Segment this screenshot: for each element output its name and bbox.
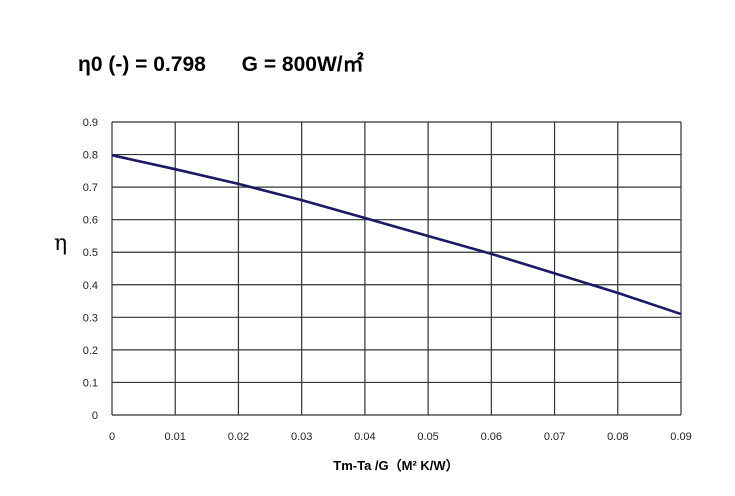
y-tick-label: 0.9 — [83, 117, 98, 129]
y-tick-label: 0.3 — [83, 312, 98, 324]
y-tick-label: 0 — [92, 410, 98, 422]
x-tick-label: 0.04 — [354, 431, 375, 443]
x-tick-label: 0.06 — [481, 431, 502, 443]
x-tick-label: 0.05 — [417, 431, 438, 443]
y-axis-label: η — [54, 231, 67, 256]
y-tick-label: 0.2 — [83, 345, 98, 357]
y-tick-label: 0.6 — [83, 215, 98, 227]
y-tick-label: 0.5 — [83, 247, 98, 259]
y-tick-label: 0.1 — [83, 377, 98, 389]
y-tick-label: 0.7 — [83, 182, 98, 194]
x-tick-label: 0.08 — [607, 431, 628, 443]
x-tick-label: 0.09 — [670, 431, 691, 443]
efficiency-line — [111, 153, 682, 316]
x-tick-label: 0.01 — [165, 431, 186, 443]
y-tick-label: 0.4 — [83, 280, 98, 292]
x-tick-labels: 0 0.01 0.02 0.03 0.04 0.05 0.06 0.07 0.08 0.09 — [109, 431, 692, 443]
chart-header: η0 (-) = 0.798 G = 800W/㎡ — [78, 48, 364, 78]
y-tick-label: 0.8 — [83, 150, 98, 162]
y-tick-labels: 0 0.1 0.2 0.3 0.4 0.5 0.6 0.7 0.8 0.9 — [83, 117, 98, 422]
x-axis-label: Tm-Ta /G（M² K/W） — [333, 458, 458, 473]
eta0-label: η0 (-) = 0.798 — [78, 53, 206, 76]
x-tick-label: 0.02 — [228, 431, 249, 443]
x-tick-label: 0 — [109, 431, 115, 443]
x-tick-label: 0.07 — [544, 431, 565, 443]
irradiance-label: G = 800W/㎡ — [241, 53, 364, 76]
chart-grid — [111, 121, 682, 416]
x-tick-label: 0.03 — [291, 431, 312, 443]
chart-series — [111, 153, 682, 316]
